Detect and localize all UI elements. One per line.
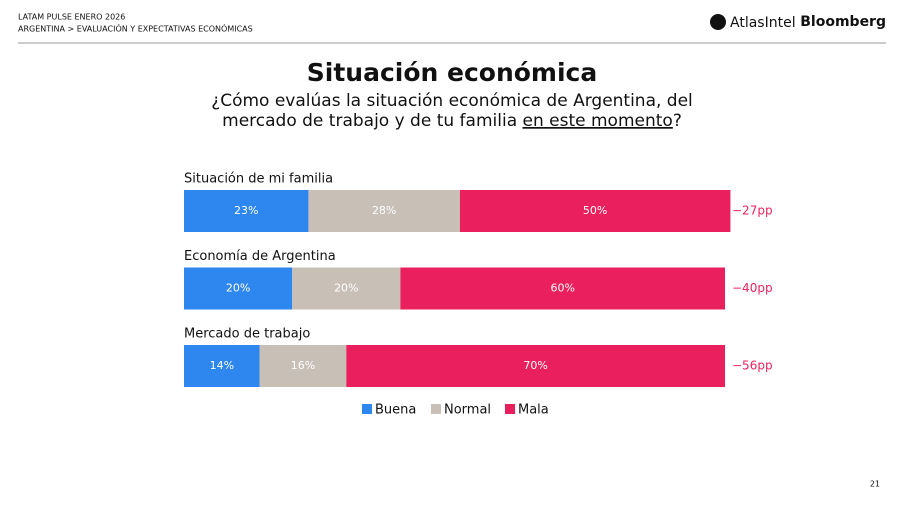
subtitle: ¿Cómo evalúas la situación económica de …: [211, 91, 693, 111]
value-label: 60%: [550, 282, 574, 295]
net-label: −56pp: [732, 359, 773, 373]
chart-title: Situación económica: [307, 58, 598, 87]
bar-segment: [184, 190, 309, 232]
legend-swatch: [362, 404, 372, 414]
subtitle-emphasis: en este momento: [523, 111, 673, 131]
value-label: 20%: [334, 282, 358, 295]
legend-swatch: [431, 404, 441, 414]
header-line: ARGENTINA > EVALUACIÓN Y EXPECTATIVAS EC…: [18, 23, 253, 34]
bar-segment: [292, 267, 401, 310]
logo-icon: [710, 14, 726, 30]
subtitle: mercado de trabajo y de tu familia en es…: [222, 111, 682, 131]
header-line: LATAM PULSE ENERO 2026: [18, 13, 125, 22]
value-label: 50%: [583, 204, 607, 217]
bar-segment: [346, 345, 725, 387]
value-label: 23%: [234, 204, 258, 217]
category-label: Mercado de trabajo: [184, 327, 310, 342]
legend-label: Buena: [375, 403, 416, 418]
logo: Bloomberg: [800, 14, 886, 30]
net-label: −27pp: [732, 204, 773, 218]
category-label: Situación de mi familia: [184, 172, 333, 187]
subtitle-part: ?: [673, 111, 682, 131]
value-label: 16%: [291, 359, 315, 372]
value-label: 28%: [372, 204, 396, 217]
bar-segment: [308, 190, 460, 232]
value-label: 20%: [226, 282, 250, 295]
legend-swatch: [505, 404, 515, 414]
legend-label: Mala: [518, 403, 549, 418]
bar-segment: [259, 345, 347, 387]
bar-segment: [400, 267, 725, 310]
value-label: 70%: [523, 359, 547, 372]
net-label: −40pp: [732, 281, 773, 295]
page-number: 21: [870, 480, 880, 489]
bar-segment: [184, 345, 260, 387]
logo: AtlasIntel: [730, 15, 796, 31]
bar-segment: [459, 190, 731, 232]
value-label: 14%: [210, 359, 234, 372]
subtitle-part: mercado de trabajo y de tu familia: [222, 111, 522, 131]
legend-label: Normal: [444, 403, 491, 418]
bar-segment: [184, 267, 293, 310]
category-label: Economía de Argentina: [184, 249, 336, 264]
